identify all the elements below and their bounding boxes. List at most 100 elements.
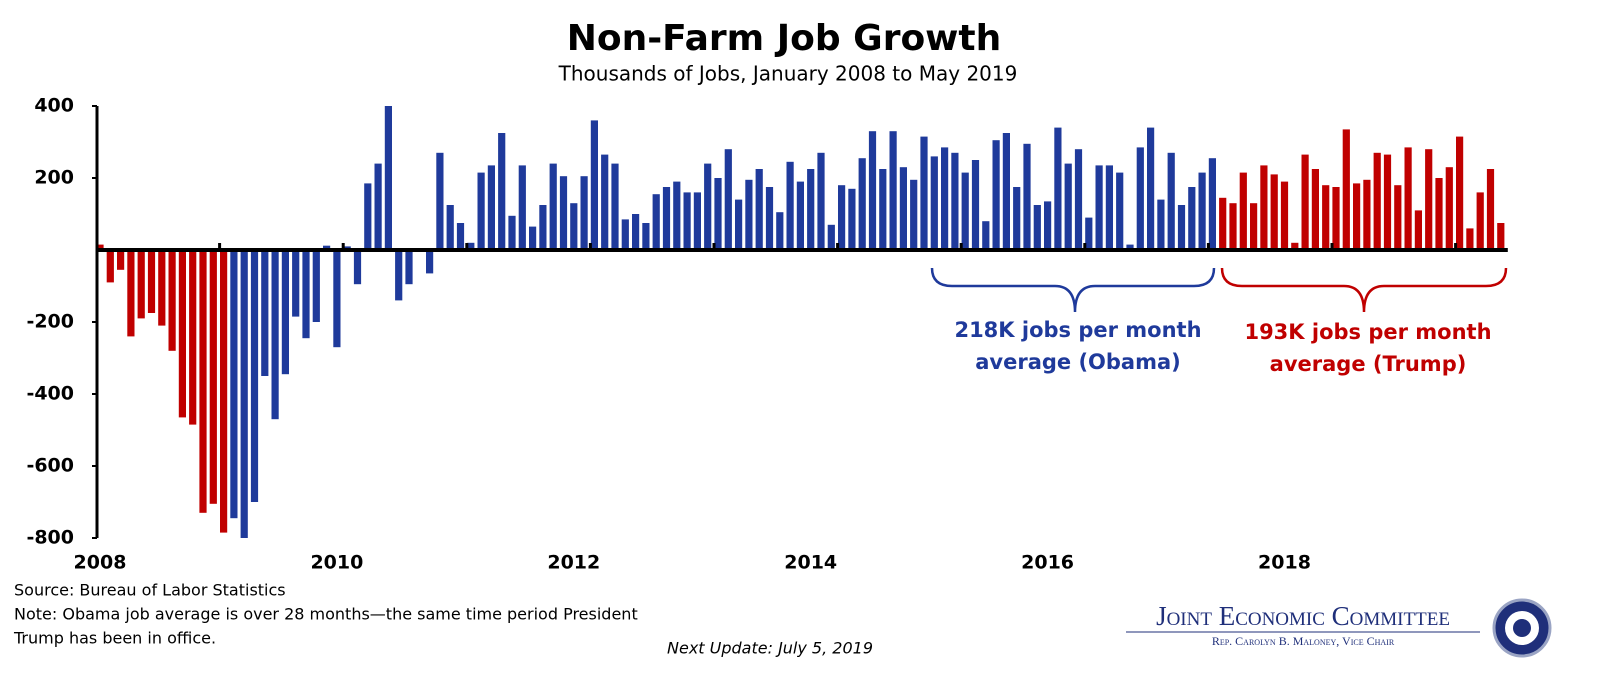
bar [765, 187, 774, 250]
bar [848, 188, 856, 250]
bar [1239, 172, 1247, 250]
bar [147, 250, 156, 313]
bar [1136, 147, 1144, 250]
bar [508, 215, 516, 250]
bar [1456, 136, 1464, 250]
bar [395, 250, 403, 301]
bar [827, 224, 835, 250]
bar [137, 250, 145, 319]
chart-subtitle: Thousands of Jobs, January 2008 to May 2… [558, 62, 1018, 86]
y-tick-label: -800 [26, 527, 74, 549]
bar [621, 219, 629, 250]
bar [1085, 217, 1093, 250]
bar [786, 161, 794, 250]
bar [302, 250, 310, 339]
seal-emblem [1513, 619, 1531, 637]
brace [1220, 267, 1508, 313]
bar [1013, 187, 1021, 250]
bar [1095, 165, 1103, 250]
bar [1044, 201, 1052, 250]
bar [1105, 165, 1113, 250]
bar [632, 214, 640, 250]
bar [1414, 210, 1422, 250]
y-tick-label: -400 [26, 383, 74, 405]
bar [1167, 152, 1175, 250]
bar [1291, 242, 1299, 250]
bar [1260, 165, 1268, 250]
bar [930, 156, 938, 250]
bar [1054, 127, 1062, 250]
bar [735, 199, 743, 250]
bar [559, 176, 568, 250]
bar [1064, 163, 1072, 250]
bar [1002, 133, 1010, 250]
bar [1033, 205, 1041, 250]
annotation: average (Obama) [975, 350, 1181, 374]
bar [1404, 147, 1412, 250]
bar [456, 223, 465, 250]
bar [982, 221, 990, 250]
bar [405, 250, 413, 285]
bar [941, 147, 949, 250]
bar [1425, 149, 1433, 250]
bar [209, 250, 217, 504]
bar [1466, 228, 1474, 250]
bar [1023, 143, 1031, 250]
bar [1486, 169, 1495, 250]
bar [1116, 172, 1124, 250]
note: Note: Obama job average is over 28 month… [14, 605, 638, 624]
bar [477, 172, 485, 250]
bar [590, 120, 598, 251]
bar [961, 172, 969, 250]
bar [1198, 172, 1206, 250]
plot: 2008 2010 2012 2014 2016 2018 -800 -600 -400 -200… [26, 95, 1508, 574]
x-tick-label: 2018 [1258, 552, 1311, 574]
bar [1126, 244, 1134, 250]
x-tick-label: 2010 [310, 552, 363, 574]
bar [487, 165, 495, 250]
bar [189, 250, 197, 425]
bar [580, 176, 588, 250]
bar [1219, 197, 1227, 250]
bar [364, 183, 372, 250]
bar [168, 250, 176, 351]
y-tick-label: 400 [34, 95, 74, 117]
next-update: Next Update: July 5, 2019 [667, 639, 873, 658]
bar [333, 250, 341, 348]
bar [889, 131, 897, 250]
bar [384, 106, 392, 250]
annotation: 218K jobs per month [954, 318, 1201, 342]
bar [158, 250, 166, 326]
y-tick-label: 200 [34, 167, 74, 189]
bar [1383, 154, 1392, 250]
x-tick-label: 2014 [784, 552, 837, 574]
bar [446, 205, 454, 250]
bar [1394, 185, 1402, 250]
bar [1353, 183, 1361, 250]
bar [1363, 179, 1371, 250]
annotation: 193K jobs per month [1244, 320, 1491, 344]
chart-title: Non-Farm Job Growth [567, 18, 1002, 59]
bar [693, 192, 701, 250]
bar [611, 163, 619, 250]
bar [1208, 158, 1216, 250]
bar [127, 250, 135, 337]
bar [724, 149, 732, 250]
x-tick-label: 2008 [74, 552, 127, 574]
bar [755, 169, 763, 250]
bar [240, 250, 248, 538]
bar [1157, 199, 1165, 250]
bar [374, 163, 382, 250]
annotation: average (Trump) [1270, 352, 1467, 376]
bar [673, 181, 681, 250]
bar [250, 250, 259, 502]
bar [1332, 187, 1340, 250]
bar [899, 167, 907, 250]
bar [106, 250, 114, 283]
bar [1476, 192, 1484, 250]
bar [1270, 174, 1278, 250]
bar [745, 179, 753, 250]
bar [662, 187, 671, 250]
bar [1373, 152, 1381, 250]
bar [601, 154, 609, 250]
